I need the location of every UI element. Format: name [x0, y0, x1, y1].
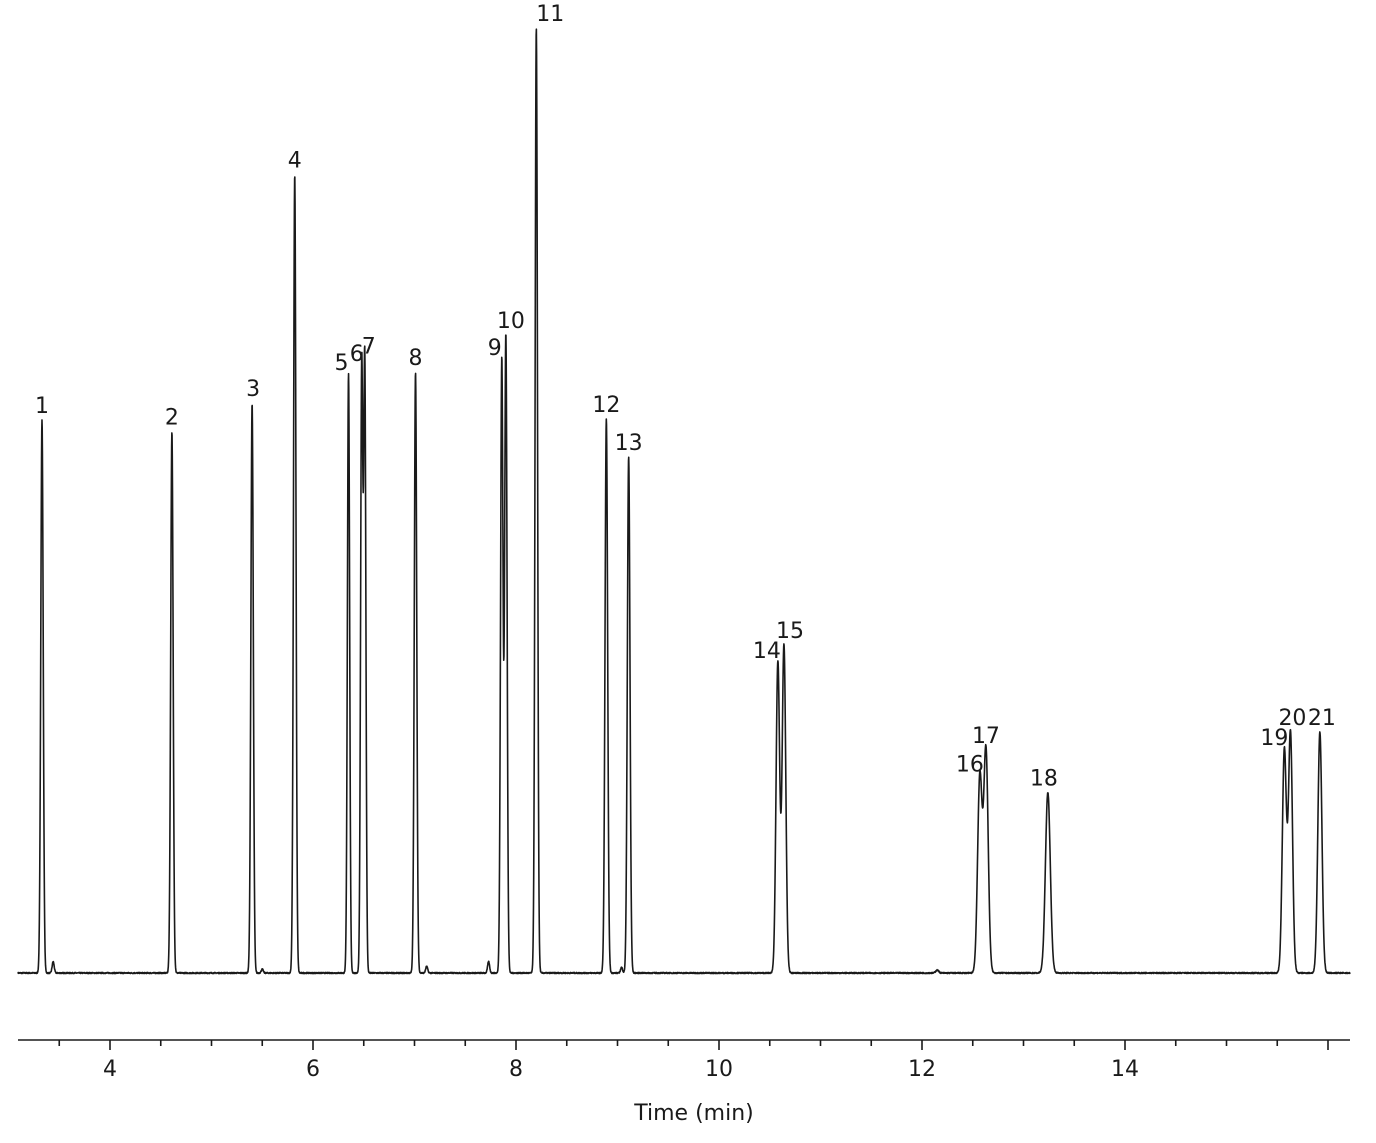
- peak-label-15: 15: [776, 619, 804, 644]
- chromatogram-trace: [17, 28, 1351, 975]
- peak-label-9: 9: [488, 336, 502, 361]
- x-axis-tick-labels: 4 6 8 10 12 14: [103, 1057, 1139, 1082]
- peak-label-7: 7: [362, 335, 376, 360]
- peak-label-8: 8: [409, 346, 423, 371]
- peak-label-16: 16: [956, 752, 984, 777]
- peak-label-13: 13: [615, 431, 643, 456]
- trace-layer: [17, 28, 1351, 975]
- x-tick-label-8: 8: [509, 1057, 523, 1082]
- peak-label-19: 19: [1260, 726, 1288, 751]
- x-axis-ticks: [58, 1040, 1329, 1050]
- peak-label-3: 3: [246, 377, 260, 402]
- peak-label-5: 5: [335, 351, 349, 376]
- peak-label-11: 11: [536, 2, 564, 27]
- peak-label-6: 6: [350, 342, 364, 367]
- peak-label-14: 14: [753, 639, 781, 664]
- peak-label-12: 12: [592, 393, 620, 418]
- peak-label-20: 20: [1278, 706, 1306, 731]
- x-tick-label-10: 10: [705, 1057, 733, 1082]
- peak-label-1: 1: [35, 394, 49, 419]
- x-tick-label-14: 14: [1111, 1057, 1139, 1082]
- peak-label-2: 2: [165, 406, 179, 431]
- x-tick-label-4: 4: [103, 1057, 117, 1082]
- x-tick-label-12: 12: [908, 1057, 936, 1082]
- peak-label-18: 18: [1030, 767, 1058, 792]
- peak-label-17: 17: [972, 724, 1000, 749]
- x-axis-title: Time (min): [633, 1101, 754, 1126]
- x-tick-label-6: 6: [306, 1057, 320, 1082]
- peak-label-21: 21: [1308, 706, 1336, 731]
- x-axis: 4 6 8 10 12 14 Time (min): [18, 1039, 1350, 1126]
- peak-label-4: 4: [288, 148, 302, 173]
- peak-label-10: 10: [497, 309, 525, 334]
